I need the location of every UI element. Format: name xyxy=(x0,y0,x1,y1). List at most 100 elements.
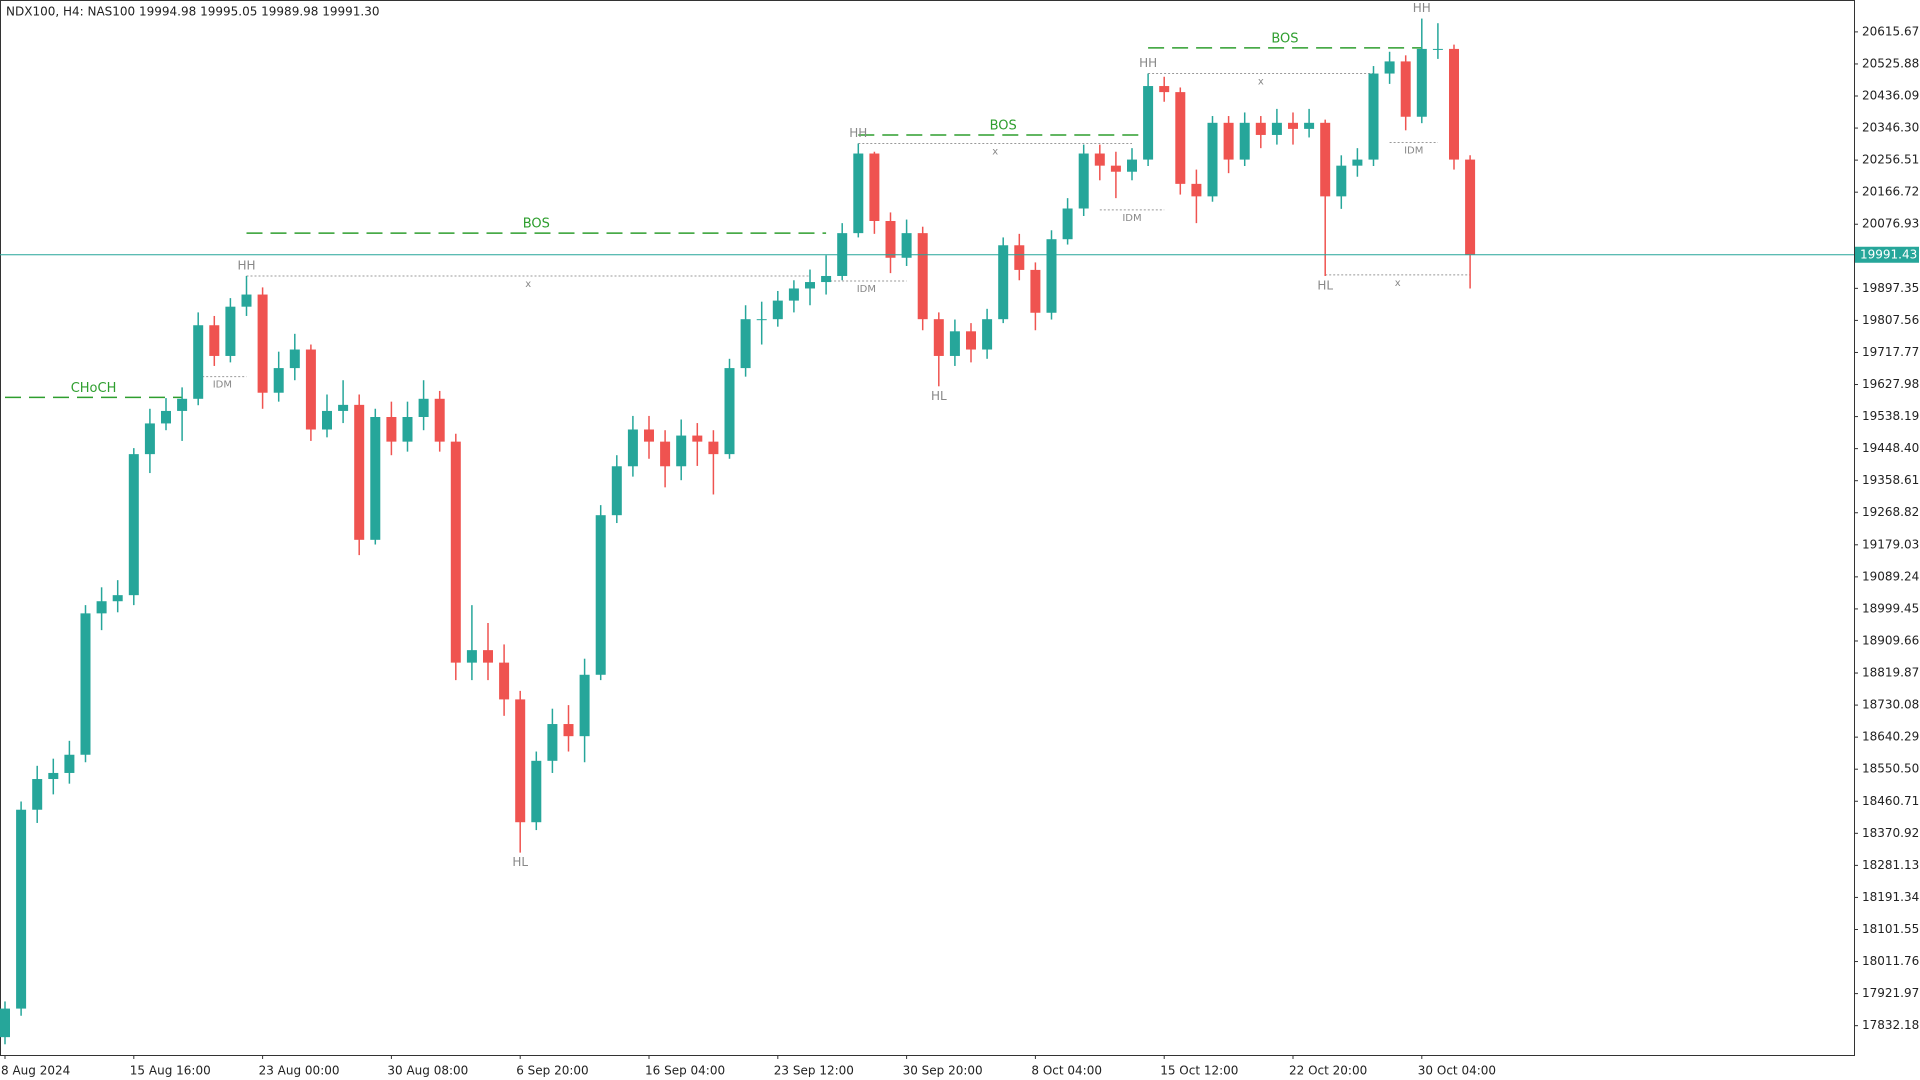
y-tick-label: 19268.82 xyxy=(1862,505,1919,519)
candle-body xyxy=(1030,269,1041,313)
break-label: CHoCH xyxy=(71,381,117,396)
candle-body xyxy=(370,417,381,540)
y-tick-label: 18550.50 xyxy=(1862,762,1919,776)
candle-body xyxy=(225,306,236,356)
candle-body xyxy=(1175,92,1186,184)
break-label: BOS xyxy=(1271,31,1298,46)
y-tick-label: 19897.35 xyxy=(1862,281,1919,295)
y-tick-label: 19089.24 xyxy=(1862,569,1919,583)
candle-body xyxy=(756,319,767,321)
y-tick-label: 19448.40 xyxy=(1862,441,1919,455)
candle-body xyxy=(1336,165,1347,197)
y-tick-label: 18819.87 xyxy=(1862,666,1919,680)
x-tick-label: 22 Oct 20:00 xyxy=(1289,1064,1367,1078)
x-tick-label: 15 Aug 16:00 xyxy=(130,1064,211,1078)
y-tick-label: 18909.66 xyxy=(1862,633,1919,647)
candle-body xyxy=(901,233,912,258)
candle-body xyxy=(434,398,445,442)
structure-label: IDM xyxy=(857,284,876,295)
y-tick-label: 18191.34 xyxy=(1862,890,1919,904)
y-tick-label: 19627.98 xyxy=(1862,377,1919,391)
candle-body xyxy=(80,613,91,755)
candle-body xyxy=(949,331,960,356)
candle-body xyxy=(998,245,1009,320)
y-tick-label: 20166.72 xyxy=(1862,185,1919,199)
y-tick-label: 18999.45 xyxy=(1862,601,1919,615)
candle-body xyxy=(418,398,429,418)
candle-body xyxy=(1143,86,1154,160)
y-tick-label: 19179.03 xyxy=(1862,537,1919,551)
candle-body xyxy=(1384,61,1395,74)
candle-body xyxy=(1094,153,1105,166)
candle-body xyxy=(499,662,510,700)
candle-body xyxy=(853,153,864,234)
candle-body xyxy=(1304,122,1315,129)
x-tick-label: 23 Sep 12:00 xyxy=(774,1064,854,1078)
candle-body xyxy=(466,650,477,663)
candle-body xyxy=(241,294,252,307)
y-tick-label: 20076.93 xyxy=(1862,217,1919,231)
swing-label: HL xyxy=(512,855,528,869)
candle-body xyxy=(0,1008,10,1038)
candle-body xyxy=(547,724,558,761)
swing-label: HH xyxy=(1413,1,1431,15)
candle-body xyxy=(112,595,123,602)
candle-body xyxy=(96,601,107,614)
candle-body xyxy=(933,319,944,356)
candle-body xyxy=(611,466,622,516)
x-tick-label: 16 Sep 04:00 xyxy=(645,1064,725,1078)
candle-body xyxy=(64,754,75,773)
y-tick-label: 20346.30 xyxy=(1862,121,1919,135)
x-tick-label: 30 Oct 04:00 xyxy=(1418,1064,1496,1078)
candle-body xyxy=(531,760,542,823)
y-tick-label: 17921.97 xyxy=(1862,986,1919,1000)
candle-body xyxy=(450,441,461,663)
y-tick-label: 18370.92 xyxy=(1862,826,1919,840)
candle-body xyxy=(273,368,284,393)
candle-body xyxy=(966,331,976,350)
candle-body xyxy=(1416,48,1427,117)
candle-body xyxy=(1400,61,1411,117)
candle-body xyxy=(144,423,155,455)
candle-body xyxy=(644,429,654,442)
swing-label: HL xyxy=(931,389,947,403)
y-tick-label: 18281.13 xyxy=(1862,858,1919,872)
swing-label: HH xyxy=(237,258,255,272)
candle-body xyxy=(515,699,526,823)
y-tick-label: 18640.29 xyxy=(1862,730,1919,744)
structure-label: x xyxy=(525,279,531,290)
current-price-label: 19991.43 xyxy=(1860,247,1917,261)
structure-label: x xyxy=(1395,278,1401,289)
candle-body xyxy=(1320,122,1331,197)
candle-body xyxy=(595,515,606,675)
candle-body xyxy=(917,233,928,320)
candle-body xyxy=(1159,86,1170,93)
swing-label: HH xyxy=(1139,56,1157,70)
candle-body xyxy=(1046,239,1057,313)
structure-label: IDM xyxy=(1404,145,1423,156)
candle-body xyxy=(209,325,220,356)
y-tick-label: 18730.08 xyxy=(1862,698,1919,712)
candle-body xyxy=(48,772,59,780)
candle-body xyxy=(724,368,735,455)
candle-body xyxy=(1110,165,1121,172)
candle-body xyxy=(1255,122,1266,135)
plot-frame xyxy=(0,0,1855,1056)
candle-body xyxy=(1014,245,1025,270)
candle-body xyxy=(885,220,896,258)
y-tick-label: 19358.61 xyxy=(1862,473,1919,487)
candle-body xyxy=(305,349,316,430)
y-tick-label: 18011.76 xyxy=(1862,954,1919,968)
candle-body xyxy=(1352,159,1363,166)
y-tick-label: 20256.51 xyxy=(1862,153,1919,167)
candle-body xyxy=(402,417,413,442)
candle-body xyxy=(257,294,268,393)
y-tick-label: 18101.55 xyxy=(1862,922,1919,936)
candle-body xyxy=(1223,122,1234,160)
swing-label: HL xyxy=(1317,278,1333,292)
swing-label: HH xyxy=(849,126,867,140)
candle-body xyxy=(660,441,671,467)
candle-body xyxy=(128,454,139,596)
current-price-box xyxy=(1855,246,1919,263)
